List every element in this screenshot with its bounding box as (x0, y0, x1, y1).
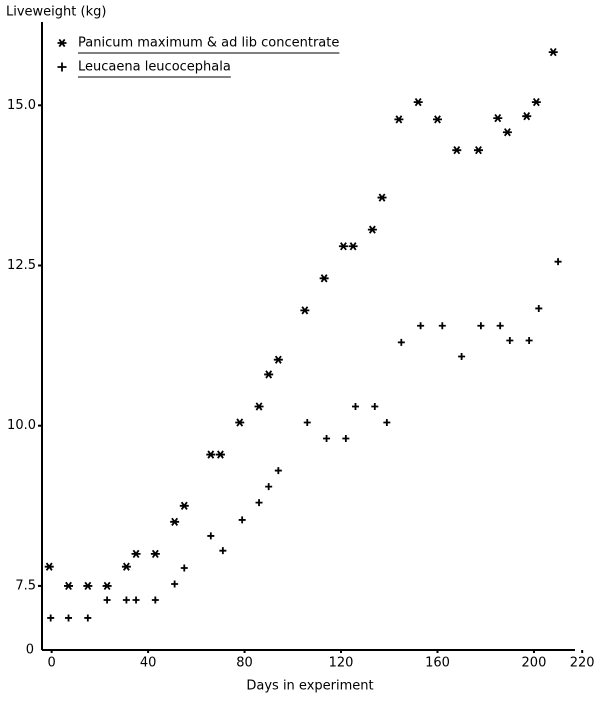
x-tick-label: 200 (522, 656, 547, 671)
marker (83, 581, 93, 591)
marker (274, 467, 282, 475)
marker (103, 596, 111, 604)
marker (493, 113, 503, 123)
marker (171, 580, 179, 588)
marker (180, 564, 188, 572)
marker (273, 355, 283, 364)
marker (254, 402, 264, 411)
marker (121, 562, 131, 571)
marker (323, 435, 331, 443)
marker (132, 596, 140, 604)
y-tick-label: 15.0 (7, 98, 36, 113)
marker (303, 419, 311, 427)
marker (235, 418, 245, 427)
marker (215, 450, 225, 459)
marker (122, 596, 130, 604)
marker (525, 336, 533, 344)
marker (348, 242, 358, 251)
marker (255, 499, 263, 507)
marker (206, 450, 216, 459)
x-tick-label: 220 (570, 656, 595, 671)
marker (47, 614, 55, 622)
marker (413, 97, 423, 107)
legend-label: Leucaena leucocephala (78, 60, 231, 75)
x-tick-label: 0 (48, 656, 56, 671)
marker (131, 549, 141, 559)
y-tick-label: 10.0 (7, 418, 36, 433)
marker (300, 306, 310, 315)
marker (548, 47, 558, 57)
y-tick-label: 12.5 (7, 258, 36, 273)
y-axis-label: Liveweight (kg) (6, 5, 106, 20)
x-tick-label: 160 (425, 656, 450, 671)
marker (151, 596, 159, 604)
y-break-label: 0 (26, 643, 34, 658)
marker (535, 304, 543, 312)
marker (531, 97, 541, 107)
marker (44, 562, 54, 571)
marker (394, 115, 404, 124)
legend-marker (57, 62, 67, 72)
marker (397, 338, 405, 346)
y-tick-label: 7.5 (15, 578, 36, 593)
marker (64, 581, 74, 591)
x-tick-label: 80 (236, 656, 253, 671)
marker (438, 322, 446, 330)
marker (351, 402, 359, 410)
marker (383, 419, 391, 427)
x-tick-label: 40 (140, 656, 157, 671)
marker (150, 549, 160, 559)
marker (502, 128, 512, 137)
marker (473, 146, 483, 155)
marker (342, 435, 350, 443)
marker (377, 193, 387, 202)
marker (554, 258, 562, 266)
marker (179, 501, 189, 510)
marker (338, 242, 348, 251)
legend-label: Panicum maximum & ad lib concentrate (78, 36, 339, 51)
x-tick-label: 120 (329, 656, 354, 671)
marker (496, 322, 504, 330)
marker (219, 547, 227, 555)
marker (452, 146, 462, 155)
marker (102, 581, 112, 591)
marker (264, 370, 274, 379)
marker (170, 517, 180, 526)
marker (238, 516, 246, 524)
marker (65, 614, 73, 622)
marker (367, 225, 377, 234)
x-axis-label: Days in experiment (246, 679, 373, 694)
marker (84, 614, 92, 622)
marker (522, 112, 532, 121)
marker (417, 322, 425, 330)
marker (371, 402, 379, 410)
marker (265, 483, 273, 491)
marker (319, 274, 329, 283)
marker (477, 322, 485, 330)
marker (506, 336, 514, 344)
marker (458, 353, 466, 361)
legend-marker (57, 38, 67, 48)
marker (432, 115, 442, 124)
marker (207, 532, 215, 540)
